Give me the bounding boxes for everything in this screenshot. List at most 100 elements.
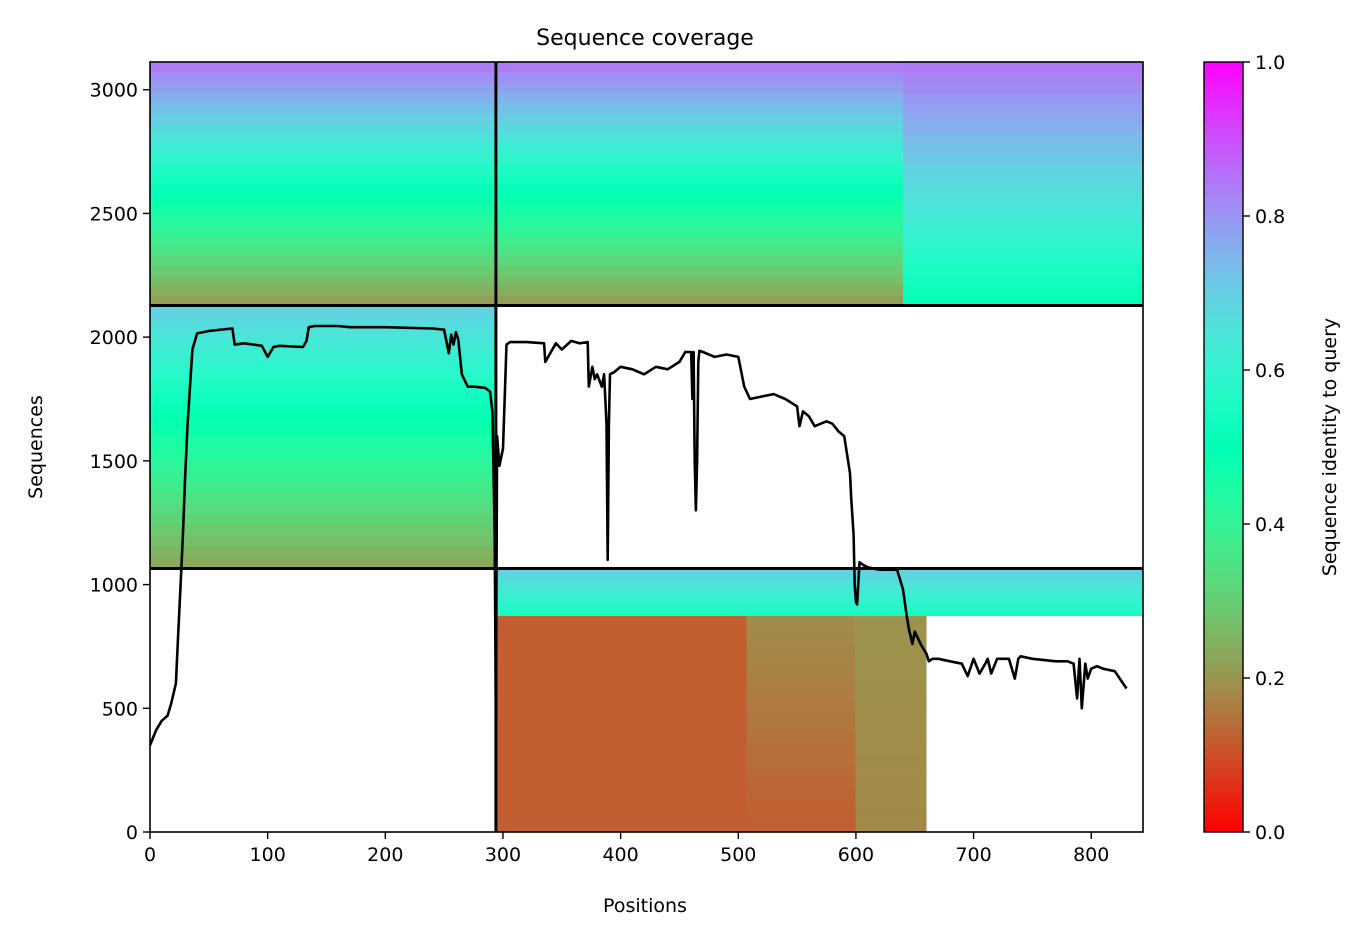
group-3-segment-1: [495, 82, 903, 94]
group-1-segment-2: [855, 678, 927, 690]
group-1-segment-0: [495, 623, 747, 635]
colorbar-tick-label: 1.0: [1255, 52, 1285, 74]
group-3-segment-0: [150, 193, 496, 205]
colorbar-tick-label: 0.2: [1255, 668, 1285, 690]
group-1-top-band: [495, 572, 1143, 575]
group-1-segment-0: [495, 744, 747, 756]
group-3-segment-1: [495, 214, 903, 225]
group-2-segment-0: [150, 458, 496, 471]
y-axis-label: Sequences: [25, 395, 47, 499]
group-3-segment-1: [495, 224, 903, 236]
group-3-segment-2: [902, 234, 1143, 246]
group-3-segment-1: [495, 102, 903, 114]
group-1-segment-1: [746, 645, 856, 657]
x-tick-label: 400: [602, 844, 638, 866]
group-3-segment-0: [150, 122, 496, 134]
group-1-segment-0: [495, 788, 747, 800]
group-3-segment-0: [150, 183, 496, 195]
group-1-top-band: [495, 609, 1143, 613]
group-3-segment-0: [150, 285, 496, 296]
colorbar-tick-label: 0.4: [1255, 514, 1285, 536]
group-3-segment-1: [495, 122, 903, 134]
group-2-segment-0: [150, 535, 496, 548]
group-1-segment-0: [495, 667, 747, 679]
group-1-segment-2: [855, 788, 927, 800]
group-1-segment-2: [855, 667, 927, 679]
y-tick-label: 0: [126, 822, 138, 844]
y-tick-label: 1500: [90, 451, 138, 473]
group-3-segment-1: [495, 133, 903, 144]
heatmap-layer: [150, 62, 1143, 832]
group-3-segment-1: [495, 112, 903, 124]
group-1-segment-2: [855, 733, 927, 745]
group-1-top-band: [495, 593, 1143, 597]
x-tick-label: 600: [838, 844, 874, 866]
group-1-top-band: [495, 576, 1143, 579]
group-3-segment-0: [150, 244, 496, 256]
chart-title: Sequence coverage: [536, 26, 754, 51]
group-1-top-band: [495, 603, 1143, 607]
group-3-segment-1: [495, 193, 903, 205]
group-3-segment-0: [150, 92, 496, 104]
group-1-top-band: [495, 597, 1143, 601]
group-3-segment-2: [902, 133, 1143, 144]
group-3-segment-1: [495, 285, 903, 296]
group-1-segment-1: [746, 733, 856, 745]
group-1-segment-1: [746, 744, 856, 756]
group-1-segment-2: [855, 623, 927, 635]
group-1-segment-2: [855, 810, 927, 822]
group-3-segment-1: [495, 62, 903, 73]
group-2-segment-0: [150, 480, 496, 493]
colorbar-tick-label: 0.6: [1255, 360, 1285, 382]
group-3-segment-0: [150, 133, 496, 144]
group-2-segment-0: [150, 415, 496, 427]
group-1-segment-2: [855, 656, 927, 668]
group-3-segment-1: [495, 92, 903, 104]
group-1-segment-1: [746, 821, 856, 832]
group-1-top-band: [495, 582, 1143, 585]
group-3-segment-0: [150, 204, 496, 215]
group-3-segment-2: [902, 285, 1143, 296]
group-3-segment-1: [495, 204, 903, 215]
group-1-top-band: [495, 584, 1143, 587]
group-3-segment-0: [150, 153, 496, 165]
group-3-segment-0: [150, 224, 496, 236]
group-2-segment-0: [150, 436, 496, 449]
group-2-segment-0: [150, 360, 496, 372]
y-tick-label: 1000: [90, 575, 138, 597]
group-1-segment-2: [855, 700, 927, 712]
group-1-segment-2: [855, 634, 927, 646]
group-1-segment-1: [746, 777, 856, 789]
group-3-segment-2: [902, 122, 1143, 134]
group-2-segment-0: [150, 502, 496, 515]
group-1-top-band: [495, 599, 1143, 603]
group-3-segment-2: [902, 193, 1143, 205]
group-2-segment-0: [150, 557, 496, 570]
group-1-top-band: [495, 595, 1143, 599]
group-3-segment-1: [495, 183, 903, 195]
y-tick-label: 500: [102, 698, 138, 720]
group-1-top-band: [495, 578, 1143, 581]
group-1-segment-2: [855, 689, 927, 701]
group-1-segment-2: [855, 612, 927, 624]
group-1-segment-0: [495, 777, 747, 789]
group-3-segment-2: [902, 264, 1143, 276]
x-tick-label: 0: [144, 844, 156, 866]
group-1-segment-2: [855, 777, 927, 789]
group-2-segment-0: [150, 349, 496, 361]
x-tick-label: 700: [955, 844, 991, 866]
y-tick-label: 3000: [90, 80, 138, 102]
group-3-segment-2: [902, 163, 1143, 175]
group-1-segment-1: [746, 788, 856, 800]
coverage-line: [148, 324, 1128, 746]
group-1-segment-0: [495, 634, 747, 646]
group-1-top-band: [495, 586, 1143, 589]
group-3-segment-0: [150, 254, 496, 266]
group-3-segment-1: [495, 234, 903, 246]
group-3-segment-2: [902, 254, 1143, 266]
x-axis-label: Positions: [603, 895, 687, 917]
group-2-segment-0: [150, 513, 496, 526]
group-3-segment-2: [902, 62, 1143, 73]
group-1-segment-1: [746, 766, 856, 778]
